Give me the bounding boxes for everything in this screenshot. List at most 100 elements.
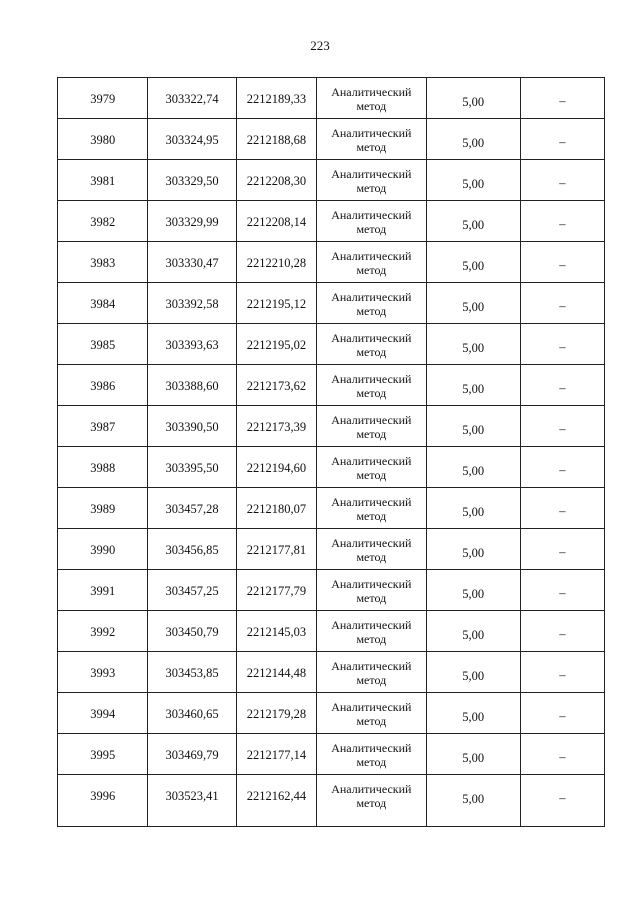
x-coordinate-cell: 303460,65 [147, 692, 237, 734]
x-coordinate: 303457,25 [165, 584, 219, 598]
note: – [559, 545, 566, 559]
method-cell: Аналитический метод [316, 774, 427, 827]
accuracy: 5,00 [462, 710, 485, 724]
method-cell: Аналитический метод [316, 651, 427, 693]
x-coordinate-cell: 303322,74 [147, 77, 237, 119]
y-coordinate: 2212195,02 [246, 338, 307, 352]
x-coordinate: 303523,41 [165, 789, 219, 803]
note-cell: – [519, 733, 606, 775]
y-coordinate-cell: 2212208,30 [235, 159, 318, 201]
accuracy: 5,00 [462, 751, 485, 765]
note-cell: – [519, 282, 606, 324]
table-row: 3991 303457,25 2212177,79 Аналитический мет… [56, 569, 606, 611]
x-coordinate: 303388,60 [165, 379, 219, 393]
point-number-cell: 3982 [56, 200, 149, 242]
point-number: 3988 [90, 461, 116, 475]
note-cell: – [519, 610, 606, 652]
y-coordinate-cell: 2212173,62 [235, 364, 318, 406]
note-cell: – [519, 118, 606, 160]
point-number: 3984 [90, 297, 116, 311]
x-coordinate-cell: 303329,50 [147, 159, 237, 201]
table-row: 3979 303322,74 2212189,33 Аналитический мет… [56, 77, 606, 119]
table-row: 3983 303330,47 2212210,28 Аналитический мет… [56, 241, 606, 283]
x-coordinate: 303330,47 [165, 256, 219, 270]
note: – [559, 422, 566, 436]
method-cell: Аналитический метод [316, 405, 427, 447]
point-number-cell: 3981 [56, 159, 149, 201]
method: Аналитический метод [331, 331, 412, 359]
accuracy-cell: 5,00 [425, 692, 521, 734]
accuracy-cell: 5,00 [425, 733, 521, 775]
x-coordinate: 303450,79 [165, 625, 219, 639]
x-coordinate-cell: 303392,58 [147, 282, 237, 324]
point-number: 3981 [90, 174, 116, 188]
point-number: 3994 [90, 707, 116, 721]
point-number-cell: 3980 [56, 118, 149, 160]
method: Аналитический метод [331, 85, 412, 113]
point-number-cell: 3988 [56, 446, 149, 488]
point-number-cell: 3996 [56, 774, 149, 827]
note-cell: – [519, 651, 606, 693]
x-coordinate: 303322,74 [165, 92, 219, 106]
y-coordinate-cell: 2212189,33 [235, 77, 318, 119]
accuracy: 5,00 [462, 587, 485, 601]
note: – [559, 176, 566, 190]
y-coordinate: 2212162,44 [246, 789, 307, 803]
note: – [559, 627, 566, 641]
accuracy-cell: 5,00 [425, 282, 521, 324]
note-cell: – [519, 446, 606, 488]
point-number-cell: 3990 [56, 528, 149, 570]
y-coordinate: 2212194,60 [246, 461, 307, 475]
table-row: 3996 303523,41 2212162,44 Аналитический мет… [56, 774, 606, 827]
method: Аналитический метод [331, 536, 412, 564]
method-cell: Аналитический метод [316, 610, 427, 652]
x-coordinate-cell: 303523,41 [147, 774, 237, 827]
note-cell: – [519, 200, 606, 242]
note: – [559, 668, 566, 682]
point-number: 3992 [90, 625, 116, 639]
method: Аналитический метод [331, 290, 412, 318]
accuracy: 5,00 [462, 464, 485, 478]
note-cell: – [519, 774, 606, 827]
y-coordinate: 2212179,28 [246, 707, 307, 721]
note: – [559, 135, 566, 149]
point-number: 3979 [90, 92, 116, 106]
point-number: 3980 [90, 133, 116, 147]
accuracy-cell: 5,00 [425, 651, 521, 693]
method: Аналитический метод [331, 126, 412, 154]
note-cell: – [519, 405, 606, 447]
note: – [559, 258, 566, 272]
accuracy-cell: 5,00 [425, 528, 521, 570]
method-cell: Аналитический метод [316, 364, 427, 406]
x-coordinate-cell: 303324,95 [147, 118, 237, 160]
point-number-cell: 3989 [56, 487, 149, 529]
method: Аналитический метод [331, 167, 412, 195]
y-coordinate-cell: 2212195,02 [235, 323, 318, 365]
accuracy-cell: 5,00 [425, 487, 521, 529]
method: Аналитический метод [331, 454, 412, 482]
x-coordinate-cell: 303395,50 [147, 446, 237, 488]
note: – [559, 586, 566, 600]
table-row: 3993 303453,85 2212144,48 Аналитический мет… [56, 651, 606, 693]
x-coordinate-cell: 303450,79 [147, 610, 237, 652]
y-coordinate-cell: 2212177,79 [235, 569, 318, 611]
note: – [559, 340, 566, 354]
method-cell: Аналитический метод [316, 159, 427, 201]
point-number-cell: 3979 [56, 77, 149, 119]
method-cell: Аналитический метод [316, 528, 427, 570]
table-row: 3989 303457,28 2212180,07 Аналитический мет… [56, 487, 606, 529]
accuracy: 5,00 [462, 669, 485, 683]
y-coordinate: 2212208,30 [246, 174, 307, 188]
table-row: 3986 303388,60 2212173,62 Аналитический мет… [56, 364, 606, 406]
point-number: 3991 [90, 584, 116, 598]
accuracy-cell: 5,00 [425, 610, 521, 652]
note: – [559, 504, 566, 518]
page-number: 223 [310, 38, 330, 53]
accuracy: 5,00 [462, 259, 485, 273]
x-coordinate-cell: 303330,47 [147, 241, 237, 283]
x-coordinate: 303395,50 [165, 461, 219, 475]
accuracy: 5,00 [462, 505, 485, 519]
point-number: 3993 [90, 666, 116, 680]
accuracy: 5,00 [462, 423, 485, 437]
method: Аналитический метод [331, 577, 412, 605]
